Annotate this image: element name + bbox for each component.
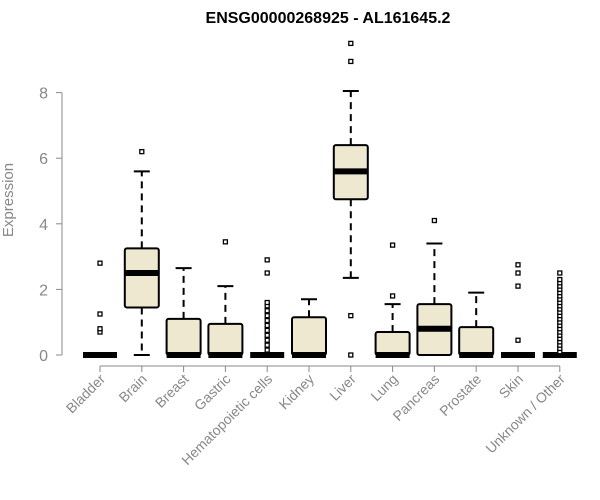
- outlier-point: [515, 283, 521, 289]
- box-group: [374, 242, 411, 358]
- y-tick-label: 0: [39, 348, 48, 365]
- outlier-point: [515, 337, 521, 343]
- x-tick-label: Prostate: [436, 371, 484, 419]
- y-tick-label: 6: [39, 151, 48, 168]
- box: [165, 317, 202, 357]
- outlier-point: [348, 40, 354, 47]
- outlier-point: [264, 299, 270, 306]
- box: [123, 247, 160, 309]
- outlier-point: [264, 312, 270, 319]
- x-tick-label: Bladder: [63, 371, 109, 417]
- outlier-point: [97, 311, 103, 317]
- box-group: [458, 291, 495, 358]
- y-tick-label: 8: [39, 86, 48, 103]
- outlier-point: [348, 58, 354, 65]
- box: [374, 331, 411, 357]
- outlier-point: [264, 347, 270, 353]
- box-group: [83, 260, 117, 358]
- outlier-point: [515, 262, 521, 268]
- x-tick-label: Lung: [367, 371, 400, 404]
- outlier-point: [389, 242, 396, 248]
- outlier-point: [222, 239, 229, 245]
- boxes-layer: [83, 40, 577, 358]
- outlier-point: [264, 317, 270, 324]
- outlier-point: [348, 352, 354, 358]
- y-axis-label: Expression: [0, 163, 17, 237]
- outlier-point: [557, 276, 563, 283]
- outlier-point: [348, 312, 354, 319]
- y-tick-label: 2: [39, 282, 48, 299]
- box-group: [207, 239, 244, 358]
- box-group: [501, 262, 535, 358]
- outlier-point: [264, 332, 270, 338]
- outlier-point: [431, 217, 438, 224]
- box: [458, 326, 495, 356]
- x-tick-label: Liver: [326, 371, 359, 404]
- outlier-point: [264, 337, 270, 343]
- y-axis: 0 2 4 6 8: [39, 86, 63, 365]
- outlier-point: [264, 270, 270, 276]
- box-group: [165, 267, 202, 358]
- outlier-point: [264, 257, 270, 263]
- outlier-point: [139, 148, 145, 155]
- x-tick-label: Skin: [496, 371, 527, 402]
- box-group: [332, 40, 369, 358]
- box-group: [542, 270, 577, 358]
- box: [207, 322, 244, 356]
- outlier-point: [389, 293, 396, 299]
- outlier-point: [557, 270, 563, 276]
- y-tick-label: 4: [39, 217, 48, 234]
- box-group: [291, 298, 327, 358]
- outlier-point: [264, 342, 270, 348]
- outlier-point: [264, 327, 270, 334]
- box-group: [250, 257, 285, 358]
- outlier-point: [264, 308, 270, 314]
- x-tick-label: Breast: [152, 371, 192, 411]
- outlier-point: [97, 326, 103, 332]
- box-group: [123, 148, 160, 356]
- outlier-point: [515, 270, 521, 276]
- x-tick-label: Brain: [115, 371, 149, 405]
- x-tick-label: Kidney: [276, 371, 318, 413]
- x-tick-label: Unknown / Other: [482, 371, 568, 457]
- box: [291, 316, 327, 356]
- chart-title: ENSG00000268925 - AL161645.2: [206, 10, 451, 27]
- outlier-point: [97, 260, 103, 266]
- box-group: [416, 217, 453, 357]
- outlier-point: [264, 322, 270, 329]
